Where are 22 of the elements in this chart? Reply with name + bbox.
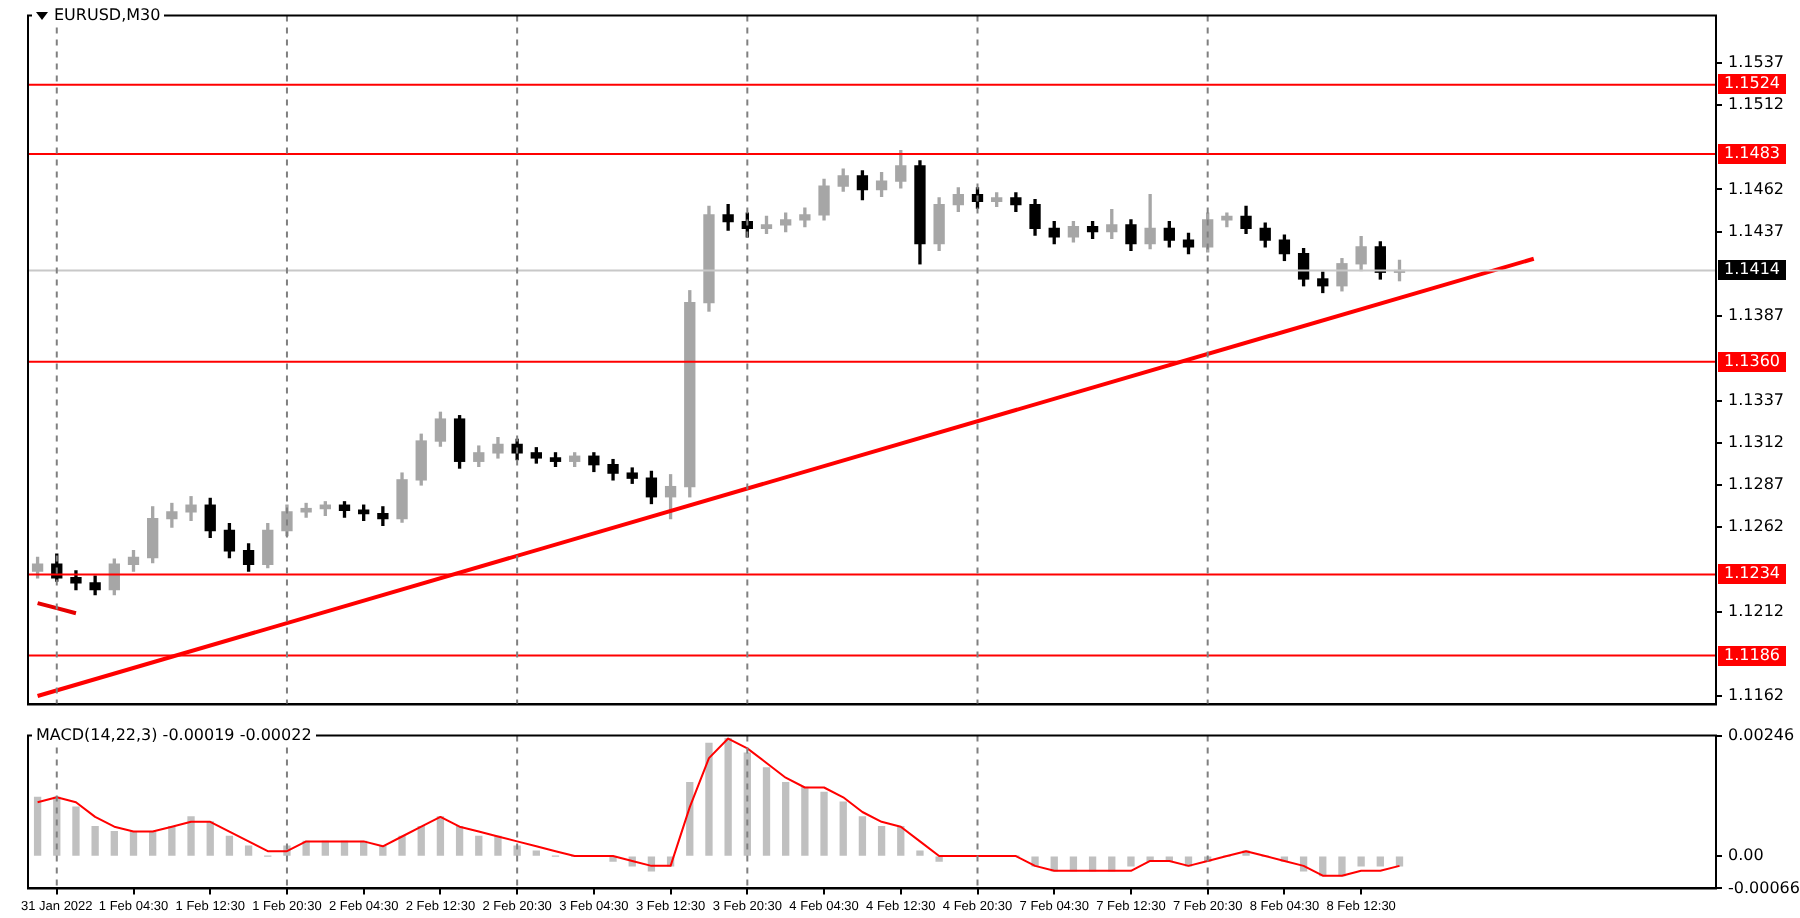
y-tick-label: 0.00246 — [1728, 725, 1795, 744]
y-tick-label: 1.1337 — [1728, 390, 1784, 409]
chart-title: MACD(14,22,3) -0.00019 -0.00022 — [36, 726, 312, 744]
ref-line-label: 1.1414 — [1718, 260, 1786, 281]
ref-line-label: 1.1483 — [1718, 144, 1786, 165]
y-tick-label: 1.1462 — [1728, 179, 1784, 198]
y-tick-label: 1.1312 — [1728, 432, 1784, 451]
y-tick-label: -0.00066 — [1728, 878, 1800, 897]
y-tick-label: 1.1537 — [1728, 53, 1784, 72]
ref-line-label: 1.1234 — [1718, 564, 1786, 585]
ref-line-label: 1.1186 — [1718, 645, 1786, 666]
chart-title: EURUSD,M30 — [54, 6, 161, 24]
y-tick-label: 1.1262 — [1728, 517, 1784, 536]
y-tick-label: 1.1212 — [1728, 601, 1784, 620]
y-tick-label: 1.1387 — [1728, 306, 1784, 325]
y-tick-label: 1.1287 — [1728, 475, 1784, 494]
y-tick-label: 1.1162 — [1728, 686, 1784, 705]
y-tick-label: 1.1512 — [1728, 95, 1784, 114]
y-tick-label: 1.1437 — [1728, 221, 1784, 240]
ref-line-label: 1.1360 — [1718, 351, 1786, 372]
ref-line-label: 1.1524 — [1718, 74, 1786, 95]
y-tick-label: 0.00 — [1728, 846, 1764, 865]
